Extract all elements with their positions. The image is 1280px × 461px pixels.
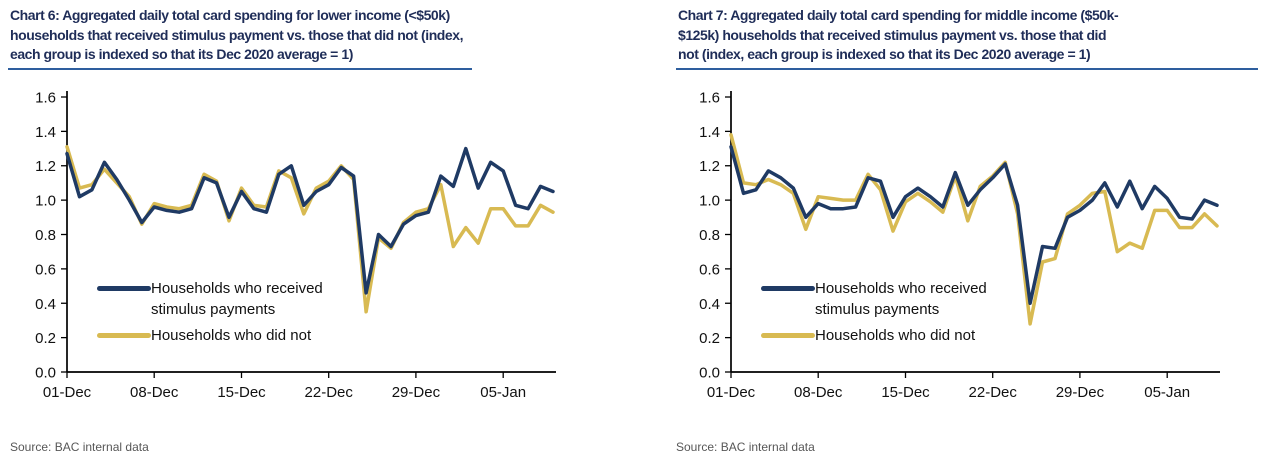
svg-text:29-Dec: 29-Dec — [392, 384, 441, 401]
svg-text:01-Dec: 01-Dec — [43, 384, 92, 401]
svg-text:1.0: 1.0 — [699, 192, 720, 209]
legend-line-did-not-swatch — [97, 332, 151, 338]
chart7-title-underline — [676, 67, 1258, 70]
chart7-title: Chart 7: Aggregated daily total card spe… — [640, 6, 1280, 65]
svg-text:1.2: 1.2 — [35, 158, 56, 175]
svg-text:0.4: 0.4 — [35, 295, 56, 312]
svg-text:29-Dec: 29-Dec — [1056, 384, 1105, 401]
svg-text:1.0: 1.0 — [35, 192, 56, 209]
svg-text:0.6: 0.6 — [35, 261, 56, 278]
chart6-title-underline — [8, 67, 472, 70]
legend-label-did-not: Households who did not — [151, 326, 312, 344]
svg-text:15-Dec: 15-Dec — [881, 384, 930, 401]
svg-text:0.2: 0.2 — [699, 330, 720, 347]
chart7-title-line1: Chart 7: Aggregated daily total card spe… — [678, 7, 1119, 23]
legend-label-received: Households who received stimulus payment… — [815, 279, 987, 318]
chart7-title-line2: $125k) households that received stimulus… — [678, 26, 1107, 43]
chart7-panel: Chart 7: Aggregated daily total card spe… — [640, 0, 1280, 461]
svg-text:15-Dec: 15-Dec — [217, 384, 266, 401]
svg-text:0.8: 0.8 — [35, 227, 56, 244]
chart7-plot: 0.0 0.2 0.4 0.6 0.8 1.0 1.2 1.4 1.6 01-Dec 08-Dec 1… — [699, 89, 1220, 401]
legend-item-did-not: Households who did not — [761, 325, 1011, 346]
legend-line-received-swatch — [761, 285, 815, 291]
chart6-panel: Chart 6: Aggregated daily total card spe… — [0, 6, 640, 454]
chart6-plot-area: 0.0 0.2 0.4 0.6 0.8 1.0 1.2 1.4 1.6 01-Dec 08-Dec 1… — [9, 82, 640, 414]
svg-text:0.4: 0.4 — [699, 295, 720, 312]
svg-text:22-Dec: 22-Dec — [969, 384, 1018, 401]
svg-text:1.4: 1.4 — [35, 123, 56, 140]
chart7-source-note: Source: BAC internal data — [676, 440, 815, 454]
legend-line-did-not-swatch — [761, 332, 815, 338]
svg-text:05-Jan: 05-Jan — [480, 384, 526, 401]
svg-text:0.0: 0.0 — [699, 364, 720, 381]
chart6-title: Chart 6: Aggregated daily total card spe… — [0, 6, 640, 65]
svg-text:08-Dec: 08-Dec — [794, 384, 843, 401]
chart6-title-line3: each group is indexed so that its Dec 20… — [10, 46, 353, 62]
svg-text:22-Dec: 22-Dec — [305, 384, 354, 401]
svg-text:0.8: 0.8 — [699, 227, 720, 244]
chart6-legend: Households who received stimulus payment… — [97, 278, 347, 346]
legend-item-received: Households who received stimulus payment… — [97, 278, 347, 320]
legend-line-received-swatch — [97, 285, 151, 291]
legend-label-received: Households who received stimulus payment… — [151, 279, 323, 318]
legend-item-did-not: Households who did not — [97, 325, 347, 346]
svg-text:0.6: 0.6 — [699, 261, 720, 278]
legend-label-did-not: Households who did not — [815, 326, 976, 344]
chart7-legend: Households who received stimulus payment… — [761, 278, 1011, 346]
svg-text:08-Dec: 08-Dec — [130, 384, 179, 401]
svg-text:1.4: 1.4 — [699, 123, 720, 140]
svg-text:1.2: 1.2 — [699, 158, 720, 175]
chart7-plot-area: 0.0 0.2 0.4 0.6 0.8 1.0 1.2 1.4 1.6 01-Dec 08-Dec 1… — [673, 82, 1280, 414]
legend-item-received: Households who received stimulus payment… — [761, 278, 1011, 320]
chart7-title-line3: not (index, each group is indexed so tha… — [678, 46, 1091, 62]
svg-text:05-Jan: 05-Jan — [1144, 384, 1190, 401]
chart6-source-note: Source: BAC internal data — [10, 440, 149, 454]
svg-text:0.2: 0.2 — [35, 330, 56, 347]
svg-text:0.0: 0.0 — [35, 364, 56, 381]
chart6-title-line2: households that received stimulus paymen… — [10, 26, 464, 43]
chart6-title-line1: Chart 6: Aggregated daily total card spe… — [10, 7, 450, 23]
svg-text:1.6: 1.6 — [699, 89, 720, 106]
svg-text:1.6: 1.6 — [35, 89, 56, 106]
chart6-plot: 0.0 0.2 0.4 0.6 0.8 1.0 1.2 1.4 1.6 01-Dec 08-Dec 1… — [35, 89, 556, 401]
svg-text:01-Dec: 01-Dec — [707, 384, 756, 401]
